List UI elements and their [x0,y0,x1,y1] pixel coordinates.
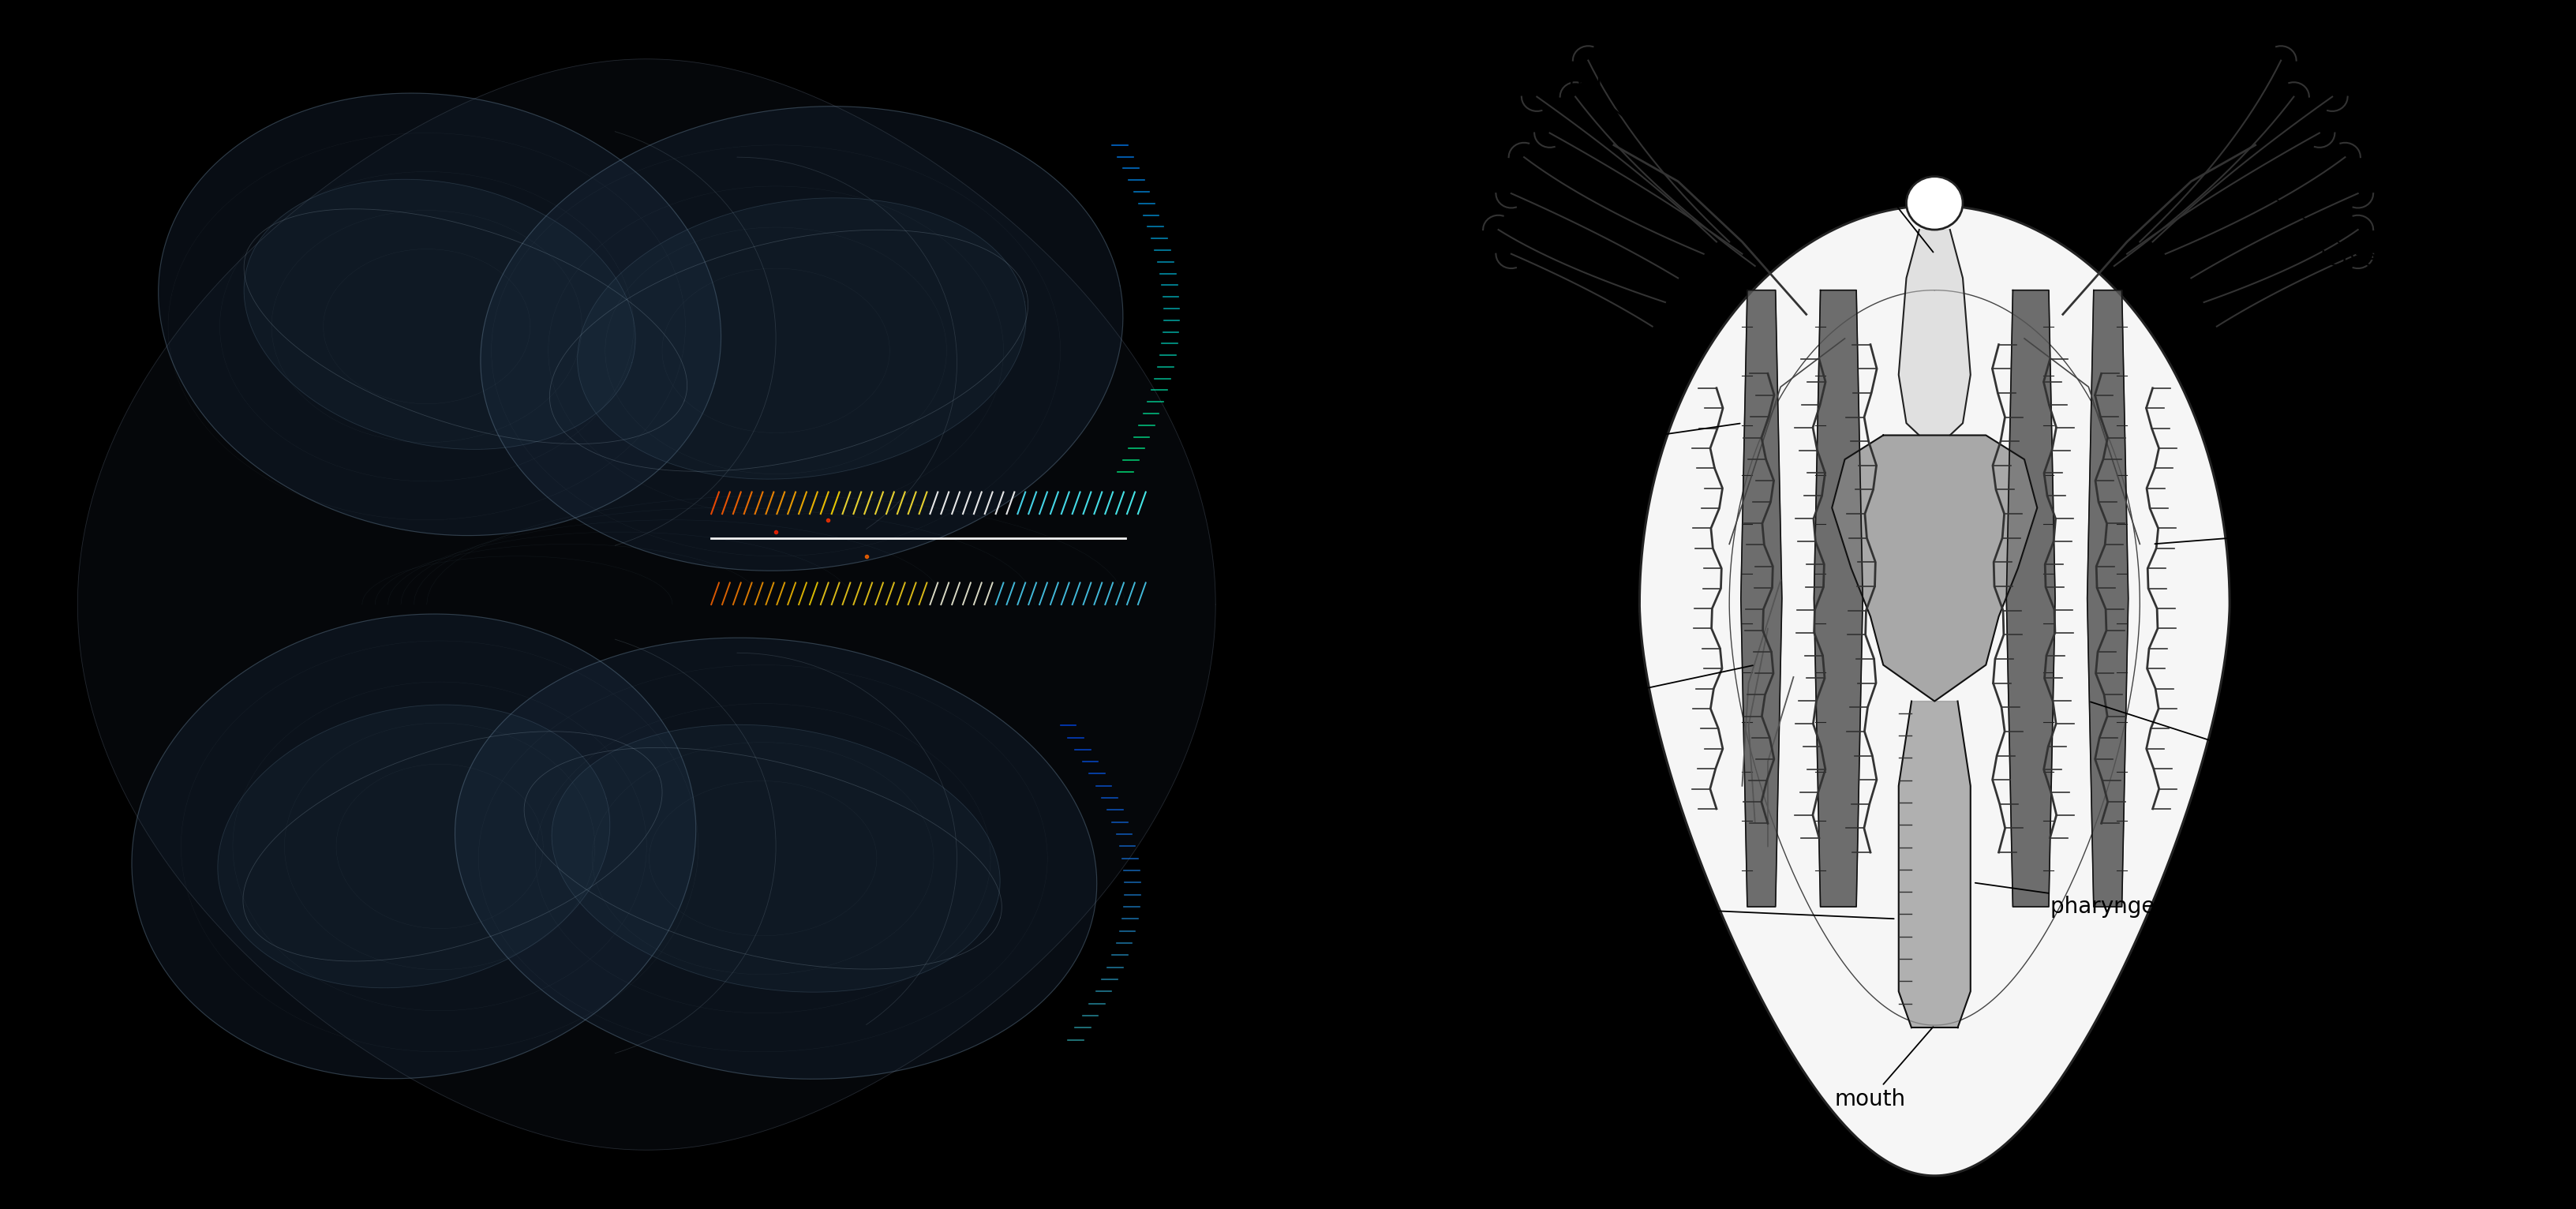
Polygon shape [1832,435,2038,701]
Text: pharyngeal canal: pharyngeal canal [1976,883,2241,918]
Text: infundibulum: infundibulum [1780,140,1932,253]
Polygon shape [1741,290,1783,907]
Polygon shape [2087,290,2128,907]
Polygon shape [1814,290,1862,907]
Text: mouth: mouth [1834,1026,1932,1110]
Polygon shape [2007,290,2056,907]
Polygon shape [1899,701,1971,1028]
Polygon shape [551,724,999,993]
Text: meridional canal: meridional canal [1486,68,1716,192]
Polygon shape [1638,206,2231,1175]
Polygon shape [131,614,696,1078]
Polygon shape [245,179,636,450]
Polygon shape [219,705,611,988]
Polygon shape [456,637,1097,1078]
Text: statocyst: statocyst [1965,68,2202,202]
Polygon shape [157,93,721,536]
Text: meridional
canal: meridional canal [2092,702,2372,798]
Text: pharynx: pharynx [1577,896,1893,919]
Polygon shape [577,198,1025,479]
Text: tentacle: tentacle [2269,195,2409,271]
Text: sheath of
tentacle: sheath of tentacle [1422,665,1752,750]
Text: rib: rib [2156,521,2324,544]
Polygon shape [482,106,1123,571]
Text: tentacular
canal: tentacular canal [1435,423,1739,484]
Circle shape [1906,177,1963,230]
Text: 2 cm: 2 cm [2329,995,2388,1018]
Polygon shape [1899,230,1971,435]
Polygon shape [77,59,1216,1150]
